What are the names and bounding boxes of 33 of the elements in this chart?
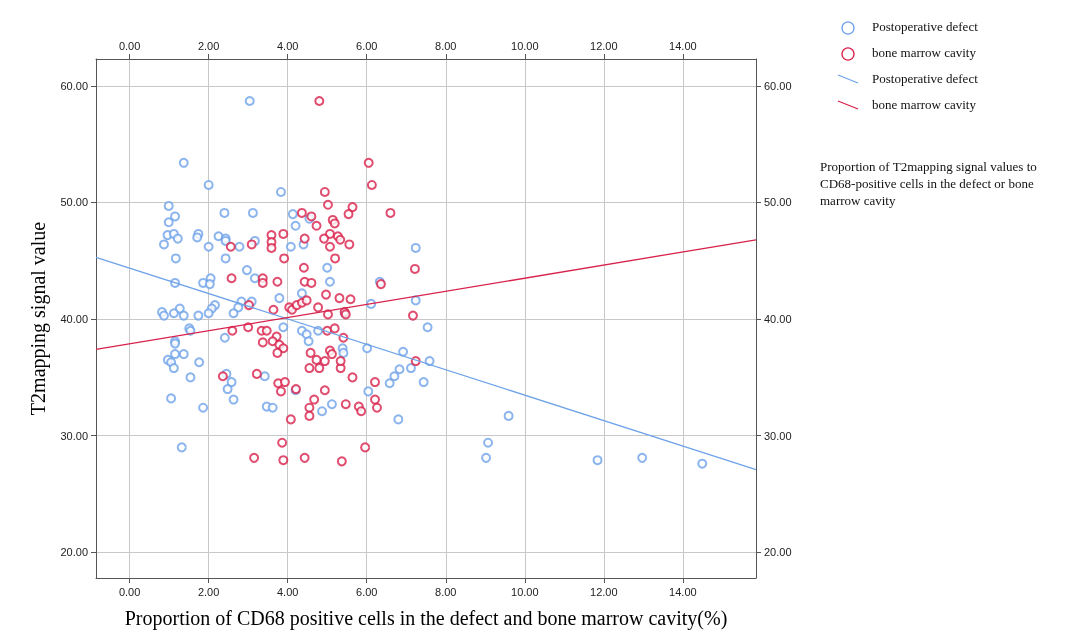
x-tick-label: 2.00 bbox=[197, 585, 220, 598]
y2-tick-label: 40.00 bbox=[764, 313, 792, 326]
y-tick-label: 50.00 bbox=[60, 196, 88, 209]
y-axis-title: T2mapping signal value bbox=[27, 221, 50, 416]
y2-tick-label: 30.00 bbox=[764, 429, 792, 442]
x2-tick-label: 14.00 bbox=[669, 39, 697, 52]
x2-tick-label: 12.00 bbox=[590, 39, 618, 52]
y2-tick-label: 50.00 bbox=[764, 196, 792, 209]
x-tick-label: 14.00 bbox=[669, 585, 697, 598]
legend-label: bone marrow cavity bbox=[872, 97, 977, 112]
y-tick-label: 60.00 bbox=[60, 79, 88, 92]
legend-label: Postoperative defect bbox=[872, 71, 979, 86]
x2-tick-label: 4.00 bbox=[276, 39, 299, 52]
x-tick-label: 0.00 bbox=[118, 585, 141, 598]
x2-tick-label: 8.00 bbox=[435, 39, 457, 52]
x-tick-label: 4.00 bbox=[276, 585, 299, 598]
x2-tick-label: 2.00 bbox=[197, 39, 220, 52]
x2-tick-label: 10.00 bbox=[511, 39, 539, 52]
text: Proportion of T2mapping signal values to CD68-positive cells in the defect or bone marrow cavity bbox=[820, 159, 1041, 208]
y-tick-label: 40.00 bbox=[60, 313, 88, 326]
x-tick-label: 8.00 bbox=[435, 585, 457, 598]
y-tick-label: 30.00 bbox=[60, 429, 88, 442]
y2-tick-label: 20.00 bbox=[764, 546, 792, 559]
y-tick-label: 20.00 bbox=[60, 546, 88, 559]
x-tick-label: 6.00 bbox=[356, 585, 378, 598]
legend-label: bone marrow cavity bbox=[872, 45, 977, 60]
x2-tick-label: 0.00 bbox=[118, 39, 141, 52]
x-tick-label: 12.00 bbox=[590, 585, 618, 598]
legend-label: Postoperative defect bbox=[872, 19, 979, 34]
x-axis-title: Proportion of CD68 positive cells in the defect and bone marrow cavity(%) bbox=[124, 607, 728, 630]
x-tick-label: 10.00 bbox=[511, 585, 539, 598]
y2-tick-label: 60.00 bbox=[764, 79, 792, 92]
x2-tick-label: 6.00 bbox=[356, 39, 378, 52]
